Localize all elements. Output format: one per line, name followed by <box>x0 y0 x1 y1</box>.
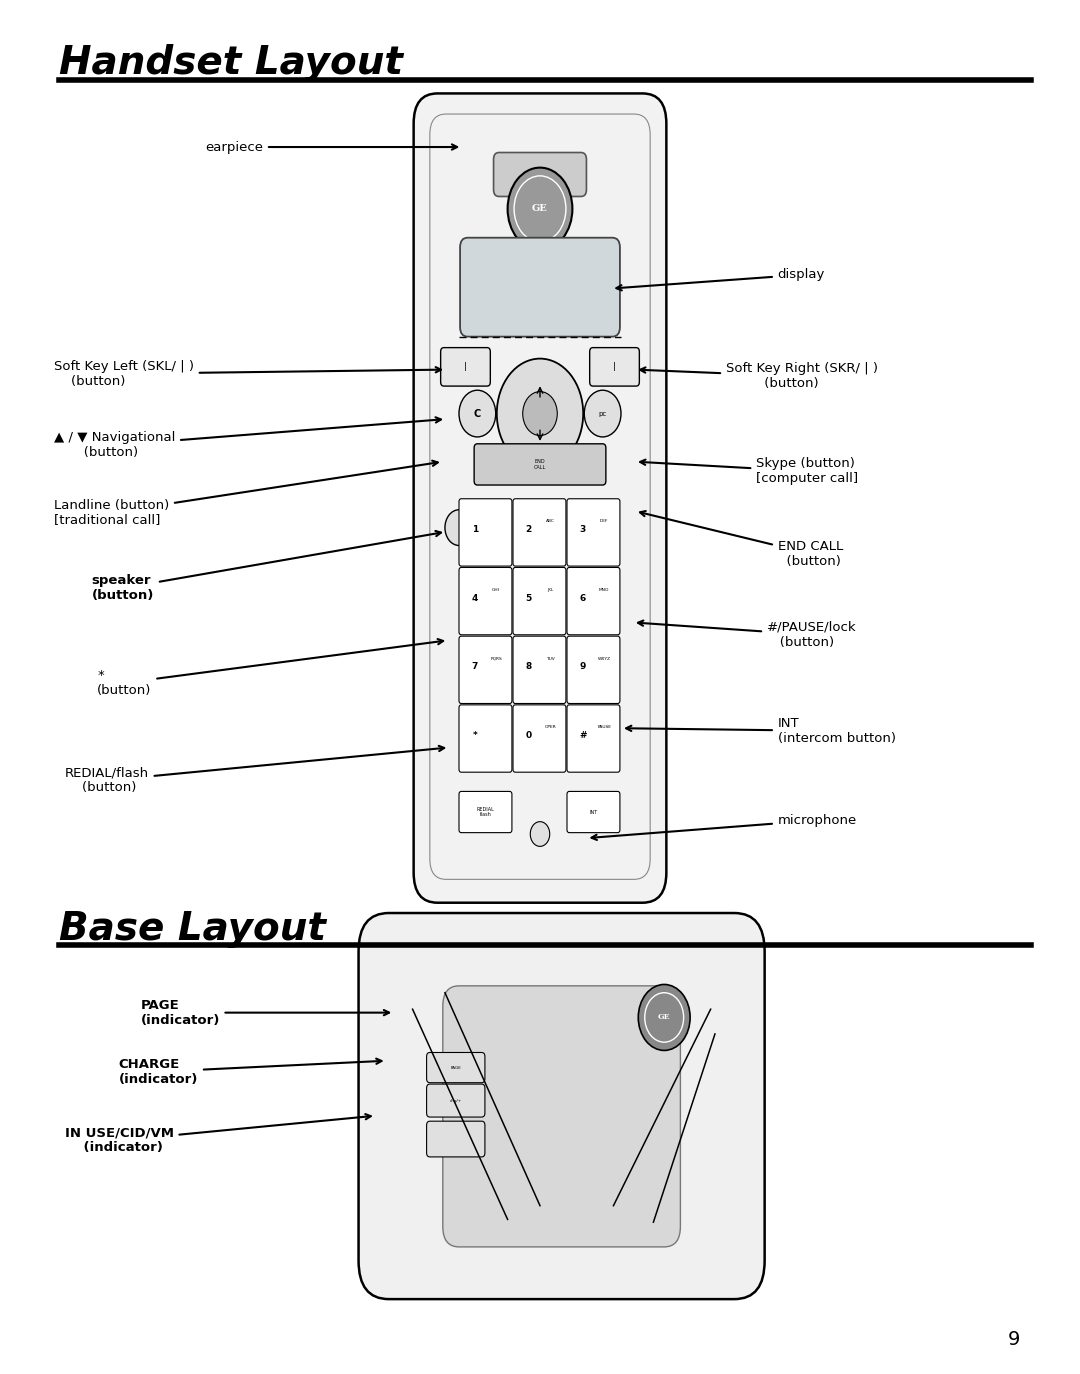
FancyBboxPatch shape <box>460 238 620 337</box>
Text: Handset Layout: Handset Layout <box>59 44 404 82</box>
Text: REDIAL
flash: REDIAL flash <box>476 807 495 818</box>
Text: 0: 0 <box>526 731 531 741</box>
Circle shape <box>638 984 690 1051</box>
Text: OPER: OPER <box>544 725 556 730</box>
FancyBboxPatch shape <box>567 705 620 772</box>
Text: 9: 9 <box>1009 1330 1021 1349</box>
FancyBboxPatch shape <box>474 444 606 485</box>
Text: GE: GE <box>532 205 548 213</box>
Text: |: | <box>613 363 616 371</box>
Text: 9: 9 <box>580 662 586 672</box>
Text: |: | <box>464 363 467 371</box>
Circle shape <box>523 392 557 436</box>
Circle shape <box>584 390 621 437</box>
FancyBboxPatch shape <box>513 499 566 566</box>
Text: GHI: GHI <box>492 588 500 592</box>
Text: *: * <box>472 731 477 741</box>
Circle shape <box>508 168 572 250</box>
Text: speaker
(button): speaker (button) <box>92 530 441 602</box>
Text: 5: 5 <box>526 594 531 603</box>
Text: microphone: microphone <box>592 813 856 840</box>
FancyBboxPatch shape <box>459 567 512 635</box>
Text: GE: GE <box>658 1014 671 1021</box>
FancyBboxPatch shape <box>427 1052 485 1083</box>
Circle shape <box>530 822 550 846</box>
Text: 7: 7 <box>472 662 478 672</box>
Text: PAUSE: PAUSE <box>597 725 611 730</box>
FancyBboxPatch shape <box>459 636 512 703</box>
Text: DEF: DEF <box>599 519 608 523</box>
Text: PAGE
(indicator): PAGE (indicator) <box>140 999 389 1026</box>
Circle shape <box>459 390 496 437</box>
Text: earpiece: earpiece <box>205 140 457 154</box>
Text: IN USE/CID/VM
    (indicator): IN USE/CID/VM (indicator) <box>65 1114 370 1154</box>
Text: MNO: MNO <box>599 588 609 592</box>
Circle shape <box>445 510 473 545</box>
FancyBboxPatch shape <box>459 705 512 772</box>
FancyBboxPatch shape <box>459 791 512 833</box>
Text: #: # <box>579 731 586 741</box>
FancyBboxPatch shape <box>443 987 680 1248</box>
FancyBboxPatch shape <box>513 636 566 703</box>
Text: *
(button): * (button) <box>97 639 443 697</box>
Text: 6: 6 <box>580 594 585 603</box>
Text: display: display <box>617 268 825 290</box>
FancyBboxPatch shape <box>513 705 566 772</box>
Text: JKL: JKL <box>546 588 553 592</box>
Text: CHARGE
(indicator): CHARGE (indicator) <box>119 1058 381 1085</box>
Text: chg/+: chg/+ <box>449 1099 462 1102</box>
Text: Soft Key Left (SKL/ | )
    (button): Soft Key Left (SKL/ | ) (button) <box>54 360 441 387</box>
FancyBboxPatch shape <box>567 791 620 833</box>
Text: Landline (button)
[traditional call]: Landline (button) [traditional call] <box>54 460 437 526</box>
FancyBboxPatch shape <box>459 499 512 566</box>
Text: PAGE: PAGE <box>450 1066 461 1069</box>
Circle shape <box>497 359 583 469</box>
FancyBboxPatch shape <box>414 93 666 903</box>
FancyBboxPatch shape <box>590 348 639 386</box>
Text: Base Layout: Base Layout <box>59 910 326 948</box>
Text: ▲ / ▼ Navigational
       (button): ▲ / ▼ Navigational (button) <box>54 418 441 459</box>
FancyBboxPatch shape <box>567 636 620 703</box>
Text: #/PAUSE/lock
   (button): #/PAUSE/lock (button) <box>638 621 856 649</box>
Text: TUV: TUV <box>545 657 554 661</box>
Text: WXYZ: WXYZ <box>597 657 610 661</box>
Text: C: C <box>474 408 481 419</box>
Text: 2: 2 <box>526 525 531 534</box>
Text: 4: 4 <box>472 594 478 603</box>
FancyBboxPatch shape <box>359 912 765 1300</box>
FancyBboxPatch shape <box>494 153 586 196</box>
Text: ABC: ABC <box>545 519 555 523</box>
Text: REDIAL/flash
    (button): REDIAL/flash (button) <box>65 746 444 794</box>
FancyBboxPatch shape <box>567 567 620 635</box>
FancyBboxPatch shape <box>427 1121 485 1157</box>
Text: 3: 3 <box>580 525 585 534</box>
Text: pc: pc <box>598 411 607 416</box>
FancyBboxPatch shape <box>513 567 566 635</box>
Text: Soft Key Right (SKR/ | )
         (button): Soft Key Right (SKR/ | ) (button) <box>640 363 878 390</box>
FancyBboxPatch shape <box>567 499 620 566</box>
Text: Skype (button)
[computer call]: Skype (button) [computer call] <box>640 458 859 485</box>
Text: PQRS: PQRS <box>490 657 502 661</box>
Text: INT
(intercom button): INT (intercom button) <box>626 717 895 745</box>
FancyBboxPatch shape <box>441 348 490 386</box>
Text: 1: 1 <box>472 525 477 534</box>
Text: END
CALL: END CALL <box>534 459 546 470</box>
Text: INT: INT <box>590 809 597 815</box>
Text: 8: 8 <box>526 662 531 672</box>
FancyBboxPatch shape <box>427 1084 485 1117</box>
Text: END CALL
  (button): END CALL (button) <box>640 511 842 567</box>
